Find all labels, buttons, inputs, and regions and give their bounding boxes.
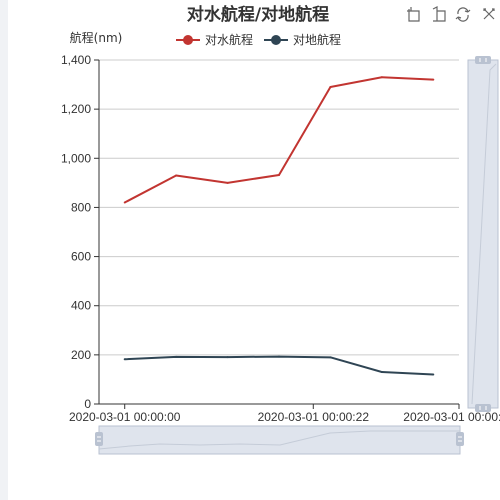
data-point <box>380 371 383 374</box>
legend-item-water-range[interactable]: 对水航程 <box>176 32 253 47</box>
x-tick-label: 2020-03-01 00:00:39 <box>403 410 500 424</box>
grid <box>99 59 459 356</box>
x-tick-label: 2020-03-01 00:00:00 <box>69 410 181 424</box>
data-point <box>278 355 280 358</box>
y-tick-label: 800 <box>71 200 91 214</box>
data-point <box>123 201 126 204</box>
bottom-slider-handle-left[interactable] <box>95 432 103 446</box>
data-point <box>432 373 435 376</box>
data-point <box>175 355 178 358</box>
y-tick-label: 1,400 <box>61 53 91 67</box>
left-edge-strip <box>0 0 8 500</box>
legend: 对水航程 对地航程 <box>176 32 341 47</box>
legend-item-ground-range[interactable]: 对地航程 <box>264 32 341 47</box>
legend-marker <box>183 35 193 45</box>
right-slider-handle-top[interactable] <box>475 56 491 64</box>
bottom-zoom-slider[interactable] <box>95 425 464 455</box>
data-point <box>432 78 435 81</box>
series-lines <box>123 76 435 376</box>
data-point <box>329 86 332 89</box>
x-axis: 2020-03-01 00:00:00 2020-03-01 00:00:22 20… <box>69 403 500 424</box>
data-point <box>226 181 229 184</box>
data-point <box>123 358 126 361</box>
series-line-0 <box>124 76 434 204</box>
toolbox <box>405 6 500 22</box>
data-point <box>329 356 332 359</box>
y-tick-label: 200 <box>71 348 91 362</box>
series-line-1 <box>124 355 434 376</box>
y-tick-label: 1,200 <box>61 102 91 116</box>
bottom-slider-handle-right[interactable] <box>456 432 464 446</box>
zoom-reset-icon[interactable] <box>430 6 446 22</box>
legend-label-ground-range: 对地航程 <box>293 32 341 47</box>
bottom-slider-track[interactable] <box>98 425 461 455</box>
restore-icon[interactable] <box>455 6 471 22</box>
data-point <box>226 356 229 359</box>
legend-label-water-range: 对水航程 <box>205 32 253 47</box>
y-tick-label: 600 <box>71 250 91 264</box>
data-point <box>278 173 280 176</box>
y-tick-label: 1,000 <box>61 151 91 165</box>
data-point <box>380 76 383 79</box>
y-axis-label: 航程(nm) <box>70 30 123 45</box>
right-slider-preview <box>471 63 497 405</box>
right-zoom-slider[interactable] <box>467 56 499 412</box>
bottom-slider-preview <box>98 430 460 450</box>
y-tick-label: 400 <box>71 299 91 313</box>
right-slider-handle-bottom[interactable] <box>475 404 491 412</box>
zoom-icon[interactable] <box>405 6 421 22</box>
x-tick-label: 2020-03-01 00:00:22 <box>258 410 370 424</box>
y-tick-label: 0 <box>84 397 91 411</box>
right-slider-track[interactable] <box>467 59 499 409</box>
legend-marker <box>271 35 281 45</box>
data-view-icon[interactable] <box>480 6 500 22</box>
data-point <box>175 174 178 177</box>
y-axis: 0 200 400 600 800 1,000 1,200 1,400 <box>61 53 100 411</box>
chart-title: 对水航程/对地航程 <box>187 4 329 25</box>
